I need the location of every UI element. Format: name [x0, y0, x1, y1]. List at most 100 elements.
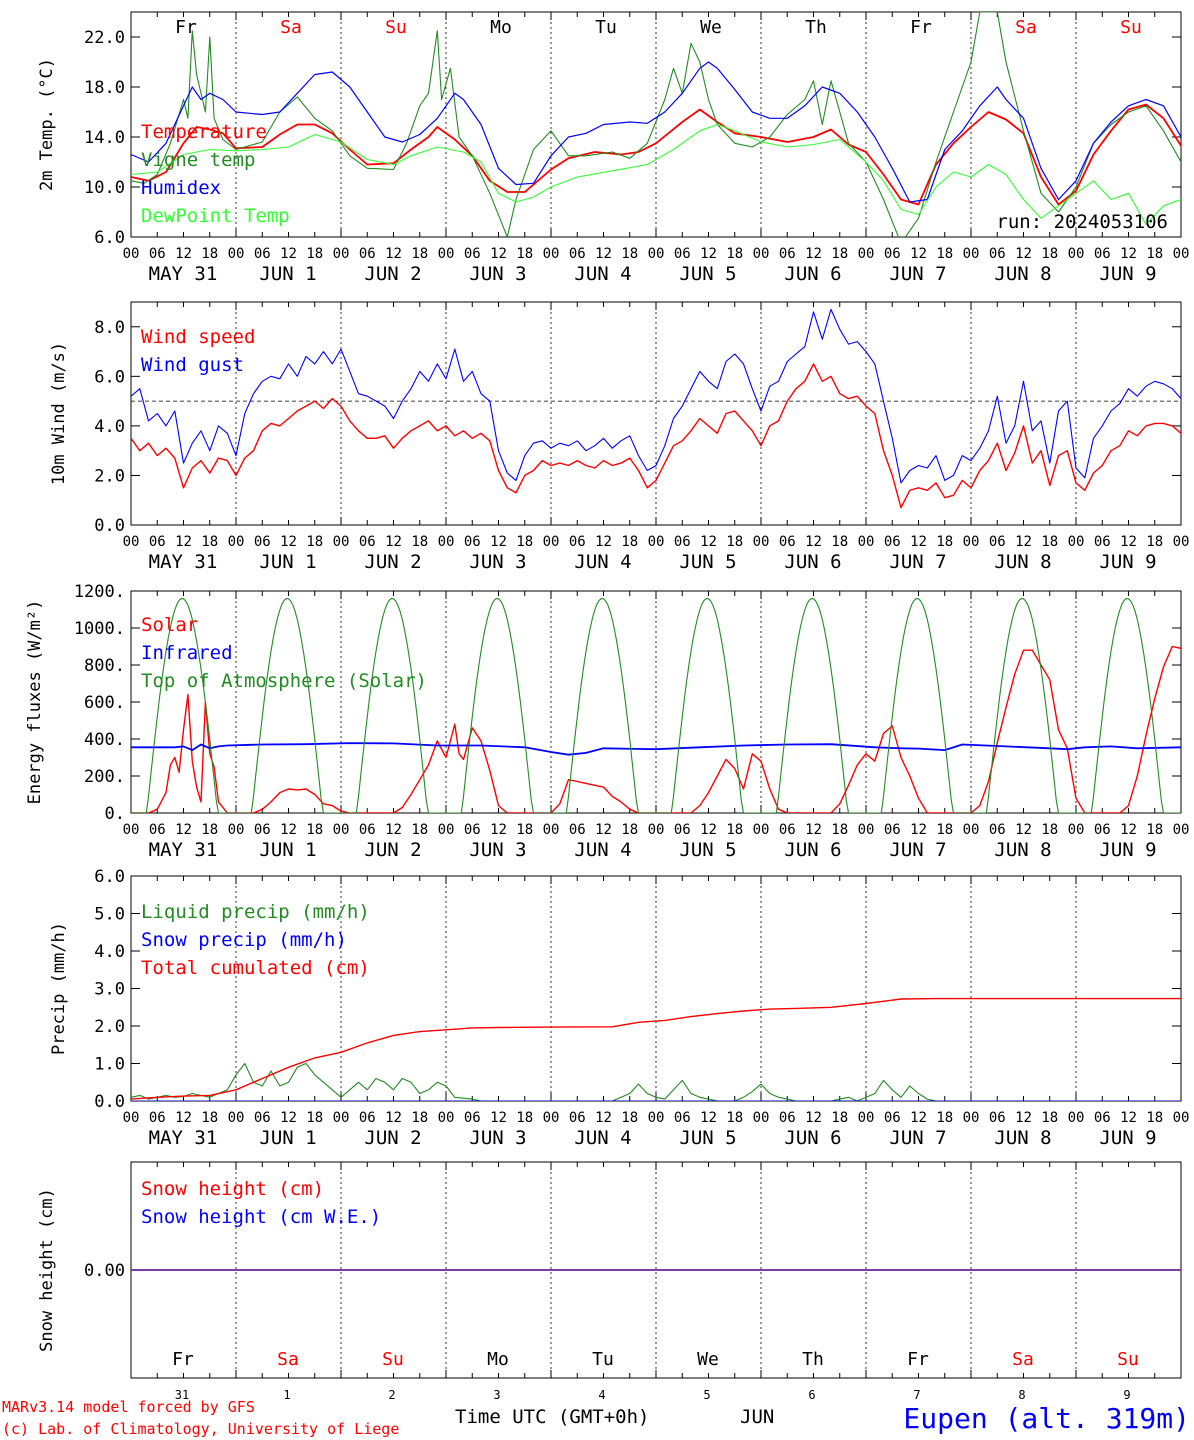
hour-tick-label: 12: [700, 1110, 717, 1126]
weekday-label: Fr: [172, 1349, 194, 1370]
hour-tick-label: 06: [149, 1110, 166, 1126]
date-label: JUN 1: [259, 839, 316, 861]
model-credit: MARv3.14 model forced by GFS: [2, 1398, 255, 1416]
hour-tick-label: 00: [543, 534, 560, 550]
hour-tick-label: 12: [1120, 822, 1137, 838]
weekday-label: Su: [1117, 1349, 1139, 1370]
hour-tick-label: 12: [910, 822, 927, 838]
hour-tick-label: 12: [805, 246, 822, 262]
hour-tick-label: 06: [464, 822, 481, 838]
date-label: JUN 2: [364, 1127, 421, 1149]
weekday-label: Sa: [280, 17, 302, 38]
date-label: JUN 2: [364, 551, 421, 573]
weekday-label: Tu: [595, 17, 617, 38]
hour-tick-label: 18: [1041, 822, 1058, 838]
hour-tick-label: 18: [936, 1110, 953, 1126]
hour-tick-label: 12: [490, 246, 507, 262]
chart-panel-1: 2m Temp. (°C): [37, 11, 1182, 238]
hour-tick-label: 12: [385, 1110, 402, 1126]
legend-item: Top of Atmosphere (Solar): [141, 670, 427, 692]
legend-item: DewPoint Temp: [141, 205, 290, 227]
hour-tick-label: 18: [1041, 1110, 1058, 1126]
date-label: JUN 1: [259, 263, 316, 285]
hour-tick-label: 06: [1094, 246, 1111, 262]
date-label: MAY 31: [149, 551, 218, 573]
hour-tick-label: 06: [884, 822, 901, 838]
hour-tick-label: 18: [201, 1110, 218, 1126]
legend-item: Liquid precip (mm/h): [141, 901, 370, 923]
hour-tick-label: 00: [753, 534, 770, 550]
date-label: MAY 31: [149, 263, 218, 285]
hour-tick-label: 12: [385, 822, 402, 838]
date-label: JUN 5: [679, 263, 736, 285]
hour-tick-label: 18: [936, 246, 953, 262]
hour-tick-label: 18: [621, 534, 638, 550]
day-number: 2: [388, 1388, 395, 1402]
weekday-label: Mo: [487, 1349, 509, 1370]
y-tick-label: 14.0: [84, 128, 125, 148]
hour-tick-label: 18: [1146, 1110, 1163, 1126]
hour-tick-label: 06: [149, 822, 166, 838]
legend-item: Temperature: [141, 121, 267, 143]
legend-item: Vigne temp: [141, 149, 255, 171]
day-number: 3: [493, 1388, 500, 1402]
date-label: JUN 9: [1099, 839, 1156, 861]
date-label: MAY 31: [149, 1127, 218, 1149]
y-tick-label: 0.: [105, 804, 125, 824]
hour-tick-label: 06: [254, 1110, 271, 1126]
hour-tick-label: 06: [254, 822, 271, 838]
date-label: JUN 6: [784, 1127, 841, 1149]
date-label: JUN 7: [889, 1127, 946, 1149]
date-label: JUN 3: [469, 263, 526, 285]
hour-tick-label: 18: [936, 534, 953, 550]
hour-tick-label: 00: [648, 246, 665, 262]
series-line-infrared: [131, 742, 1181, 756]
y-tick-label: 6.0: [94, 228, 125, 248]
hour-tick-label: 12: [175, 1110, 192, 1126]
run-annotation: run: 2024053106: [996, 211, 1168, 233]
date-label: JUN 2: [364, 263, 421, 285]
series-line-wind-speed: [131, 363, 1181, 509]
hour-tick-label: 12: [1120, 246, 1137, 262]
hour-tick-label: 12: [805, 1110, 822, 1126]
date-label: JUN 1: [259, 551, 316, 573]
hour-tick-label: 06: [149, 534, 166, 550]
y-tick-label: 4.0: [94, 942, 125, 962]
hour-tick-label: 00: [963, 534, 980, 550]
hour-tick-label: 18: [831, 822, 848, 838]
hour-tick-label: 00: [648, 534, 665, 550]
day-number: 5: [703, 1388, 710, 1402]
weekday-label: Fr: [175, 17, 197, 38]
legend-item: Humidex: [141, 177, 221, 199]
weekday-label: Su: [385, 17, 407, 38]
hour-tick-label: 12: [700, 822, 717, 838]
hour-tick-label: 00: [228, 822, 245, 838]
hour-tick-label: 06: [1094, 1110, 1111, 1126]
legend-item: Snow precip (mm/h): [141, 929, 347, 951]
hour-tick-label: 00: [753, 822, 770, 838]
hour-tick-label: 00: [1173, 1110, 1190, 1126]
y-axis-label: Snow height (cm): [37, 1188, 57, 1352]
hour-tick-label: 12: [595, 1110, 612, 1126]
hour-tick-label: 00: [858, 534, 875, 550]
y-tick-label: 2.0: [94, 1017, 125, 1037]
hour-tick-label: 12: [700, 246, 717, 262]
hour-tick-label: 12: [805, 822, 822, 838]
hour-tick-label: 12: [175, 534, 192, 550]
hour-tick-label: 06: [569, 1110, 586, 1126]
date-label: JUN 7: [889, 839, 946, 861]
chart-panel-3: Energy fluxes (W/m²): [25, 590, 1182, 814]
date-label: JUN 3: [469, 1127, 526, 1149]
series-line-dewpoint-temp: [131, 123, 1181, 226]
y-tick-label: 0.00: [84, 1261, 125, 1281]
series-line-humidex: [131, 61, 1181, 203]
hour-tick-label: 06: [1094, 534, 1111, 550]
hour-tick-label: 18: [516, 534, 533, 550]
hour-tick-label: 18: [621, 246, 638, 262]
hour-tick-label: 00: [963, 1110, 980, 1126]
legend-item: Wind speed: [141, 326, 255, 348]
hour-tick-label: 06: [989, 534, 1006, 550]
lab-credit: (c) Lab. of Climatology, University of L…: [2, 1420, 399, 1438]
date-label: JUN 7: [889, 551, 946, 573]
legend-item: Solar: [141, 614, 198, 636]
